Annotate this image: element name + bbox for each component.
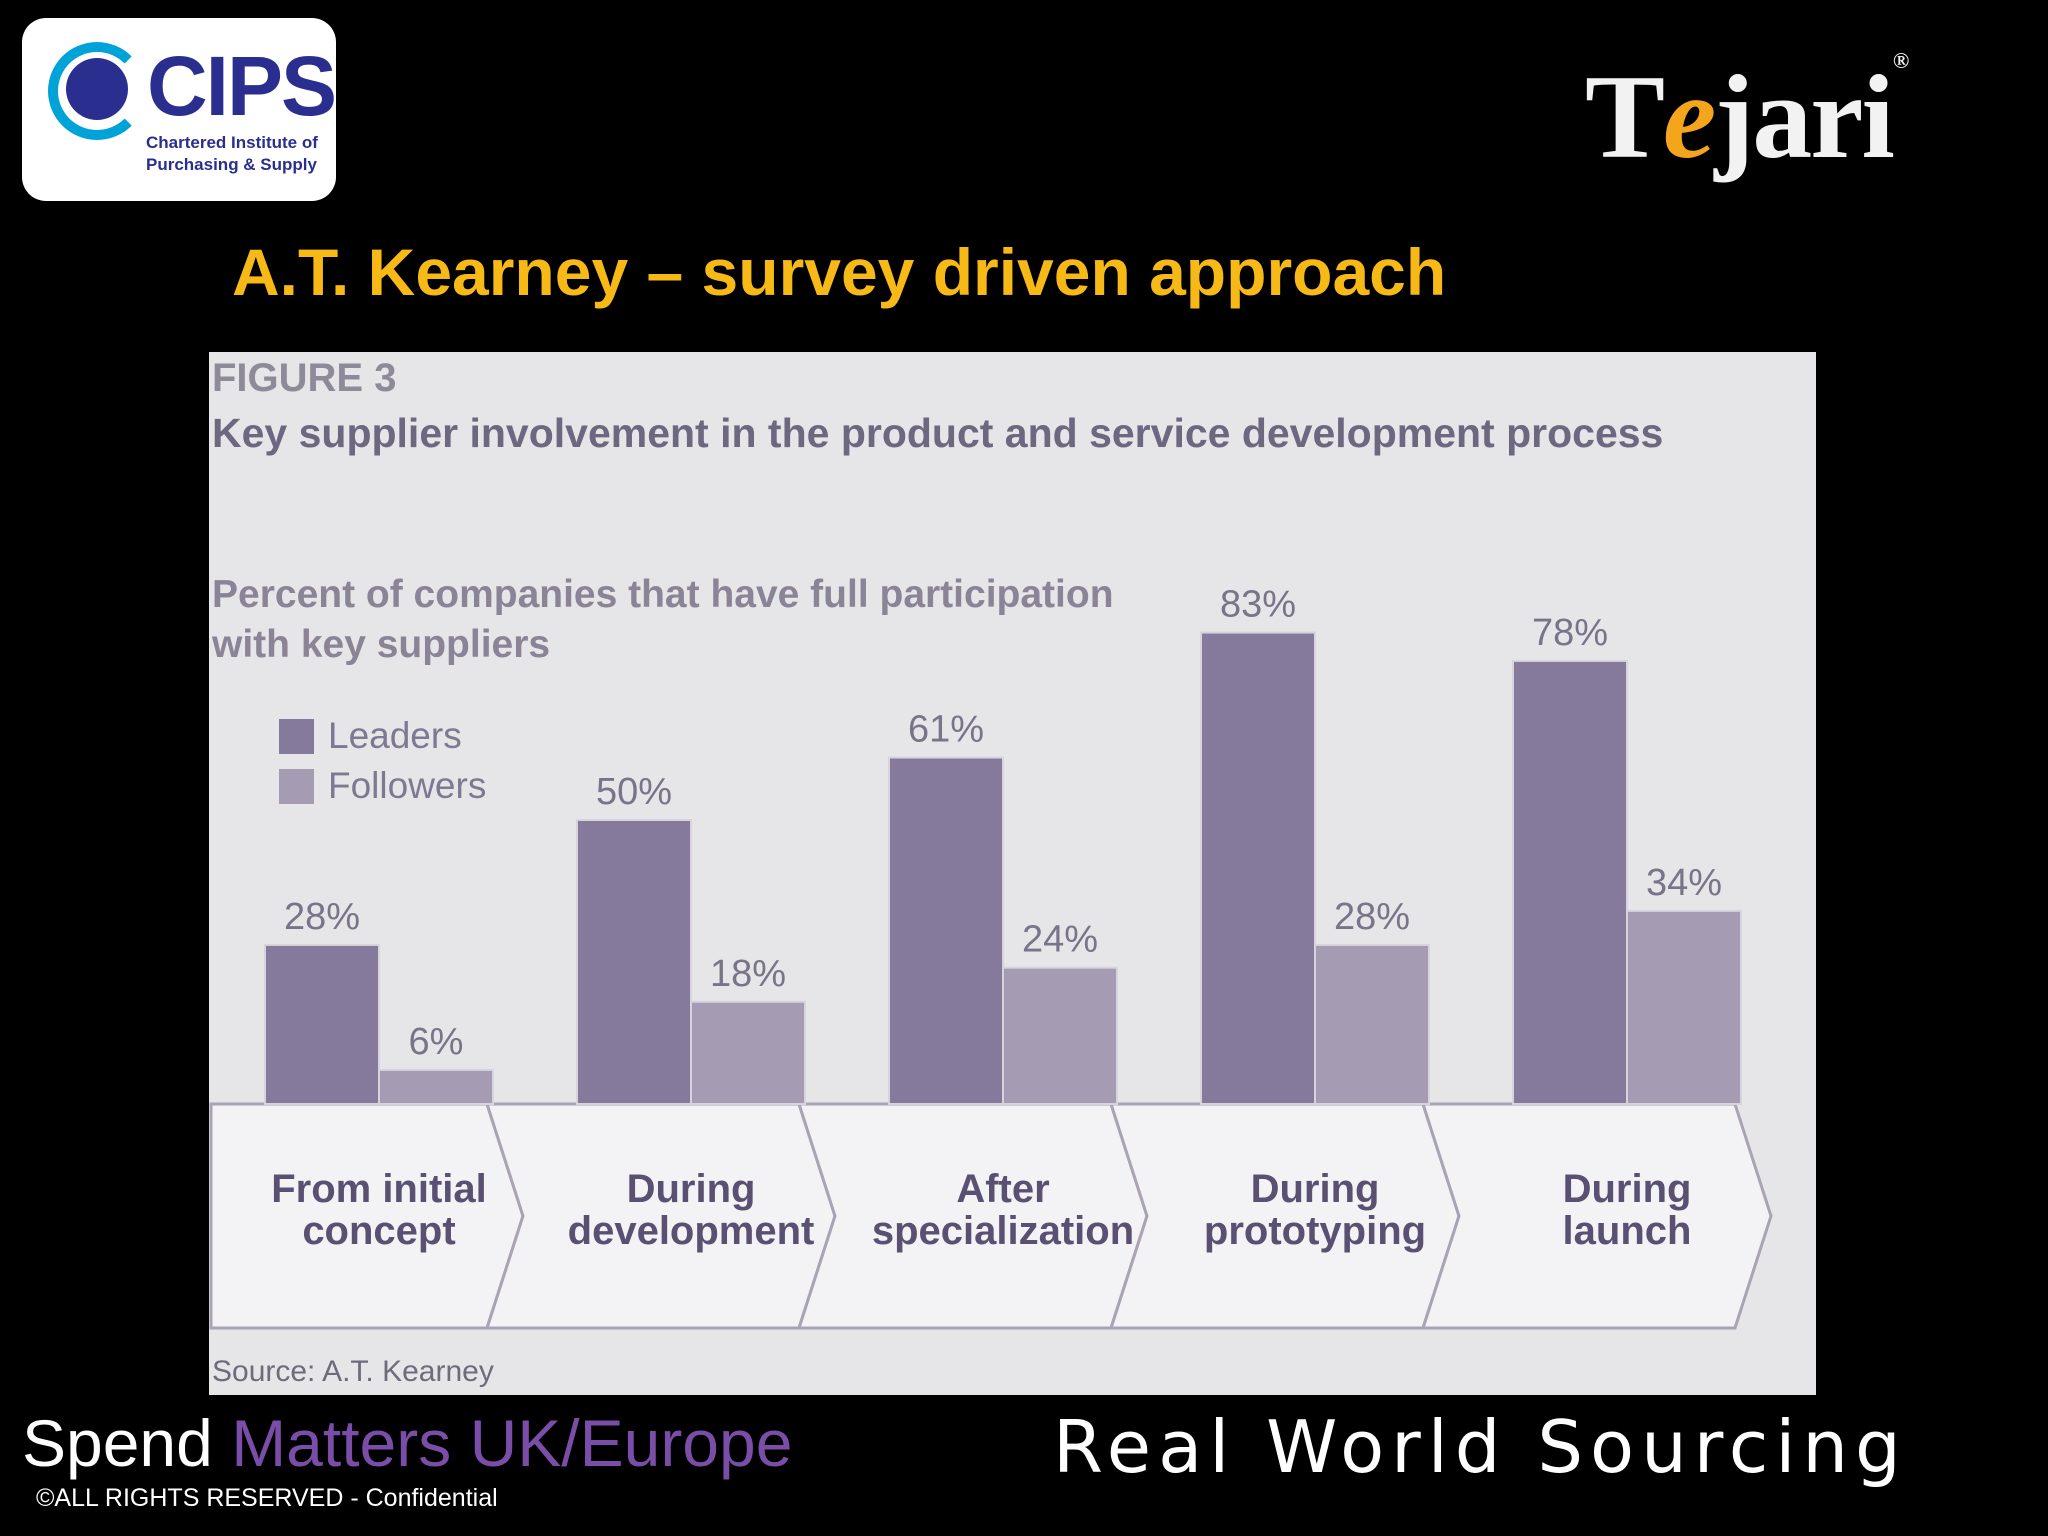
- cips-logo: CIPS Chartered Institute of Purchasing &…: [22, 18, 337, 201]
- bar-followers-during-development: [690, 1000, 806, 1106]
- category-label-line: specialization: [872, 1209, 1134, 1253]
- value-label-leaders-during-launch: 78%: [1532, 612, 1608, 654]
- figure-source: Source: A.T. Kearney: [212, 1355, 494, 1388]
- category-label-during-launch: During launch: [1563, 1167, 1692, 1253]
- bar-followers-during-prototyping: [1314, 943, 1430, 1106]
- tejari-registered-mark: ®: [1892, 48, 1910, 73]
- bar-chart: 28% 50% 61% 83% 78% 6% 18% 24% 28% 34% From initia…: [209, 584, 1773, 1330]
- legend-label-leaders: Leaders: [328, 715, 462, 756]
- value-label-leaders-after-specialization: 61%: [908, 709, 984, 751]
- real-world-sourcing-tagline: Real World Sourcing: [1053, 1405, 1908, 1489]
- copyright-notice: ©ALL RIGHTS RESERVED - Confidential: [36, 1484, 498, 1512]
- bar-leaders-during-prototyping: [1200, 631, 1316, 1105]
- category-label-during-prototyping: During prototyping: [1204, 1167, 1426, 1253]
- category-label-line: concept: [302, 1209, 455, 1253]
- tejari-logo-rest: jari: [1714, 50, 1895, 183]
- bar-followers-after-specialization: [1002, 966, 1118, 1105]
- category-label-line: development: [568, 1209, 815, 1253]
- figure-label: FIGURE 3: [212, 356, 397, 400]
- category-label-line: prototyping: [1204, 1209, 1426, 1253]
- cips-swirl-icon: [48, 42, 146, 140]
- tejari-logo: Tejari®: [1585, 48, 1910, 186]
- bar-leaders-during-launch: [1512, 659, 1628, 1105]
- category-label-line: After: [956, 1167, 1049, 1211]
- legend-label-followers: Followers: [328, 765, 487, 806]
- slide-title: A.T. Kearney – survey driven approach: [232, 235, 1447, 309]
- figure-panel: 28% 50% 61% 83% 78% 6% 18% 24% 28% 34% From initia…: [209, 352, 1816, 1395]
- category-label-during-development: During development: [568, 1167, 815, 1253]
- category-label-line: From initial: [271, 1167, 487, 1211]
- bar-leaders-from-initial-concept: [264, 943, 380, 1106]
- cips-logo-subtitle: Chartered Institute of Purchasing & Supp…: [146, 133, 318, 174]
- category-label-line: During: [1563, 1167, 1692, 1211]
- legend-item-followers: Followers: [279, 765, 487, 806]
- bar-followers-from-initial-concept: [378, 1068, 494, 1105]
- tejari-logo-e: e: [1663, 50, 1716, 183]
- value-label-followers-after-specialization: 24%: [1022, 919, 1098, 961]
- brand-matters: Matters UK/Europe: [231, 1406, 793, 1480]
- cips-logo-text: CIPS: [147, 39, 337, 133]
- category-label-line: During: [627, 1167, 756, 1211]
- value-label-leaders-from-initial-concept: 28%: [284, 896, 360, 938]
- category-label-line: During: [1251, 1167, 1380, 1211]
- category-label-line: launch: [1563, 1209, 1692, 1253]
- figure-subtitle: Percent of companies that have full part…: [212, 573, 1114, 666]
- legend-swatch-leaders: [279, 718, 314, 754]
- value-label-followers-from-initial-concept: 6%: [409, 1021, 464, 1063]
- value-label-followers-during-development: 18%: [710, 953, 786, 995]
- bar-leaders-after-specialization: [888, 756, 1004, 1105]
- legend-swatch-followers: [279, 768, 314, 804]
- category-label-after-specialization: After specialization: [872, 1167, 1134, 1253]
- cips-inner-mark: [66, 58, 128, 120]
- legend-item-leaders: Leaders: [279, 715, 462, 756]
- value-label-leaders-during-development: 50%: [596, 771, 672, 813]
- spend-matters-brand: Spend Matters UK/Europe: [22, 1405, 792, 1481]
- bar-followers-during-launch: [1626, 909, 1742, 1105]
- category-label-from-initial-concept: From initial concept: [271, 1167, 487, 1253]
- value-label-leaders-during-prototyping: 83%: [1220, 584, 1296, 626]
- value-label-followers-during-launch: 34%: [1646, 862, 1722, 904]
- value-label-followers-during-prototyping: 28%: [1334, 896, 1410, 938]
- bar-leaders-during-development: [576, 819, 692, 1105]
- brand-spend: Spend: [22, 1406, 213, 1480]
- tejari-logo-t: T: [1585, 50, 1665, 183]
- figure-title: Key supplier involvement in the product …: [212, 410, 1664, 456]
